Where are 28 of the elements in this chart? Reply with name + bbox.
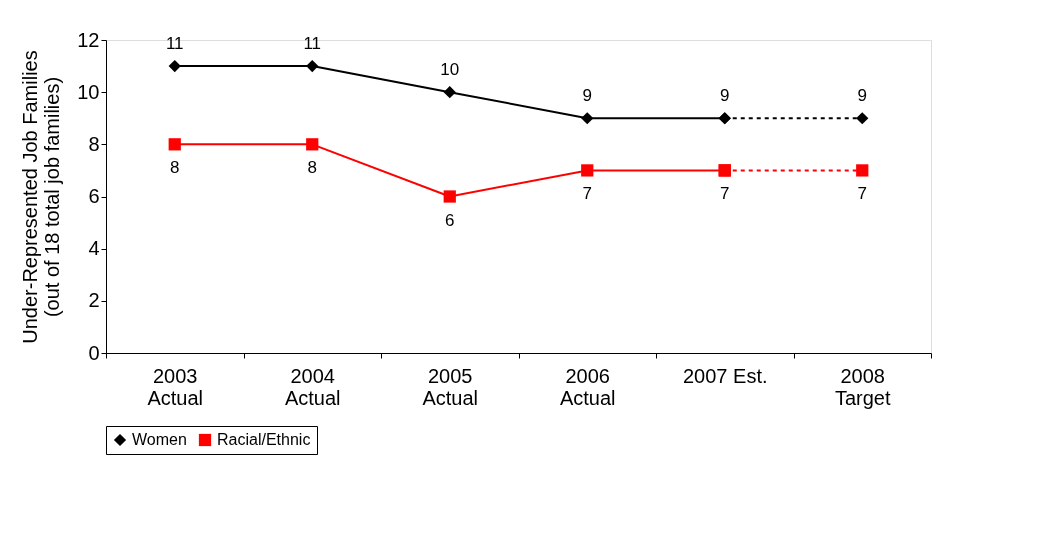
data-label: 8	[307, 158, 317, 178]
data-label: 9	[857, 86, 867, 106]
x-tick-label: 2006 Actual	[559, 364, 616, 409]
data-label: 7	[582, 184, 592, 204]
data-label: 9	[582, 86, 592, 106]
y-tick-label: 0	[88, 341, 100, 364]
data-label: 8	[170, 158, 180, 178]
x-tick-label: 2005 Actual	[422, 364, 479, 409]
x-tick-label: 2008 Target	[834, 364, 891, 409]
x-tick-label: 2004 Actual	[284, 364, 341, 409]
y-tick-label: 6	[88, 185, 100, 207]
legend-label: Women	[132, 431, 187, 448]
data-label: 7	[857, 184, 867, 204]
y-tick-label: 8	[88, 132, 100, 155]
y-tick-label: 10	[77, 80, 100, 103]
x-tick-label: 2007 Est.	[682, 364, 768, 387]
y-axis-title: Under-Represented Job Families (out of 18 total job families)	[19, 50, 64, 344]
y-tick-label: 12	[77, 28, 100, 51]
data-label: 9	[720, 86, 730, 106]
x-tick-label: 2003 Actual	[147, 364, 204, 409]
data-label: 11	[303, 34, 322, 54]
y-tick-label: 2	[88, 289, 100, 312]
data-label: 10	[440, 60, 460, 80]
y-tick-label: 4	[88, 237, 100, 260]
data-label: 7	[720, 184, 730, 204]
data-label: 6	[445, 210, 455, 230]
legend-label: Racial/Ethnic	[217, 431, 311, 448]
data-label: 11	[165, 34, 184, 54]
